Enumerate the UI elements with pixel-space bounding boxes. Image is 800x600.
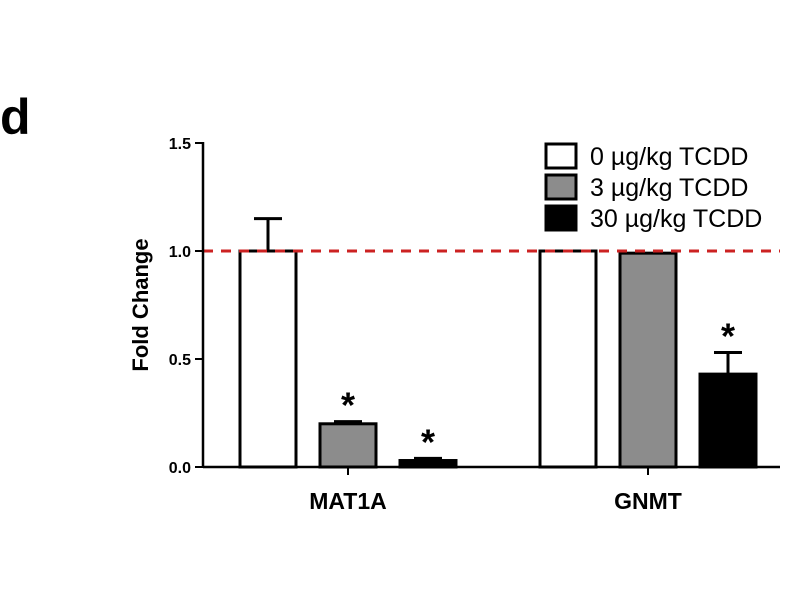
y-axis-label: Fold Change bbox=[128, 238, 153, 371]
y-tick-label: 0.0 bbox=[169, 460, 191, 477]
bar-gnmt-series-1 bbox=[538, 249, 598, 469]
legend-label-3: 30 µg/kg TCDD bbox=[590, 205, 762, 233]
legend: 0 µg/kg TCDD 3 µg/kg TCDD 30 µg/kg TCDD bbox=[544, 142, 762, 233]
panel-label: d bbox=[0, 89, 31, 145]
x-tick-label-gnmt: GNMT bbox=[614, 488, 682, 514]
significance-star-mat1a-series-3: * bbox=[421, 421, 435, 462]
plot-area: MAT1A GNMT * * * 0.0 0.5 1.0 1.5 bbox=[169, 136, 780, 514]
significance-star-gnmt-series-3: * bbox=[721, 316, 735, 357]
y-tick-label: 0.5 bbox=[169, 352, 191, 369]
y-tick-label: 1.0 bbox=[169, 244, 191, 261]
bar-mat1a-series-2 bbox=[318, 422, 378, 469]
y-tick-label: 1.5 bbox=[169, 136, 191, 153]
legend-swatch-1 bbox=[544, 142, 578, 170]
legend-label-1: 0 µg/kg TCDD bbox=[590, 143, 748, 171]
bar-gnmt-series-3 bbox=[698, 372, 758, 469]
x-tick-label-mat1a: MAT1A bbox=[309, 488, 387, 514]
legend-swatch-2 bbox=[544, 173, 578, 201]
significance-star-mat1a-series-2: * bbox=[341, 385, 355, 426]
legend-label-2: 3 µg/kg TCDD bbox=[590, 174, 748, 202]
legend-swatch-3 bbox=[544, 204, 578, 232]
bar-gnmt-series-2 bbox=[618, 251, 678, 469]
bar-mat1a-series-1 bbox=[238, 249, 298, 469]
